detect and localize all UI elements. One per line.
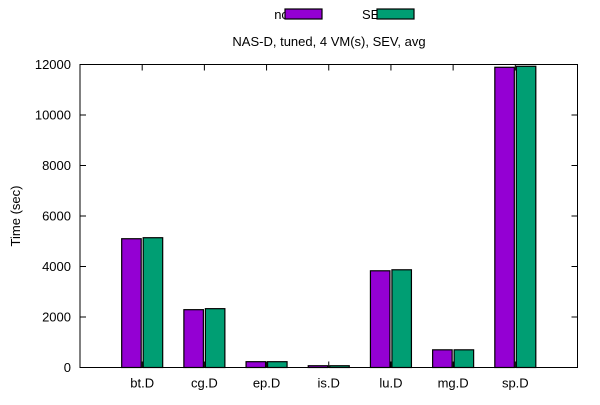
- bar-no-sev-mg.D: [432, 349, 453, 369]
- x-tick-label: is.D: [318, 376, 340, 391]
- legend-swatch: [376, 8, 415, 20]
- bar-sev-sp.D: [515, 65, 537, 369]
- bar-no-sev-bt.D: [121, 238, 142, 369]
- x-tick-label: lu.D: [379, 376, 402, 391]
- bar-sev-cg.D: [204, 308, 226, 369]
- y-tick-label: 2000: [42, 310, 71, 325]
- x-tick-label: mg.D: [438, 376, 469, 391]
- y-tick-label: 0: [64, 360, 71, 375]
- bar-sev-ep.D: [266, 361, 288, 369]
- x-tick-label: bt.D: [130, 376, 154, 391]
- y-axis-label: Time (sec): [8, 186, 23, 247]
- bar-no-sev-lu.D: [369, 270, 391, 369]
- plot-border: [79, 64, 578, 368]
- bar-no-sev-cg.D: [183, 309, 204, 369]
- bar-sev-bt.D: [142, 237, 164, 369]
- bar-sev-lu.D: [391, 269, 413, 369]
- x-tick-label: ep.D: [253, 376, 280, 391]
- bar-sev-mg.D: [453, 349, 475, 369]
- y-tick-label: 4000: [42, 259, 71, 274]
- legend: no-SEVSEV: [274, 7, 415, 22]
- legend-swatch: [284, 8, 323, 20]
- x-tick-label: sp.D: [502, 376, 529, 391]
- bar-no-sev-sp.D: [494, 66, 515, 369]
- chart-title: NAS-D, tuned, 4 VM(s), SEV, avg: [232, 34, 425, 49]
- y-tick-label: 8000: [42, 158, 71, 173]
- bar-no-sev-ep.D: [245, 361, 267, 369]
- y-tick-label: 6000: [42, 209, 71, 224]
- y-tick-label: 10000: [35, 108, 71, 123]
- x-tick-label: cg.D: [191, 376, 218, 391]
- y-tick-label: 12000: [35, 57, 71, 72]
